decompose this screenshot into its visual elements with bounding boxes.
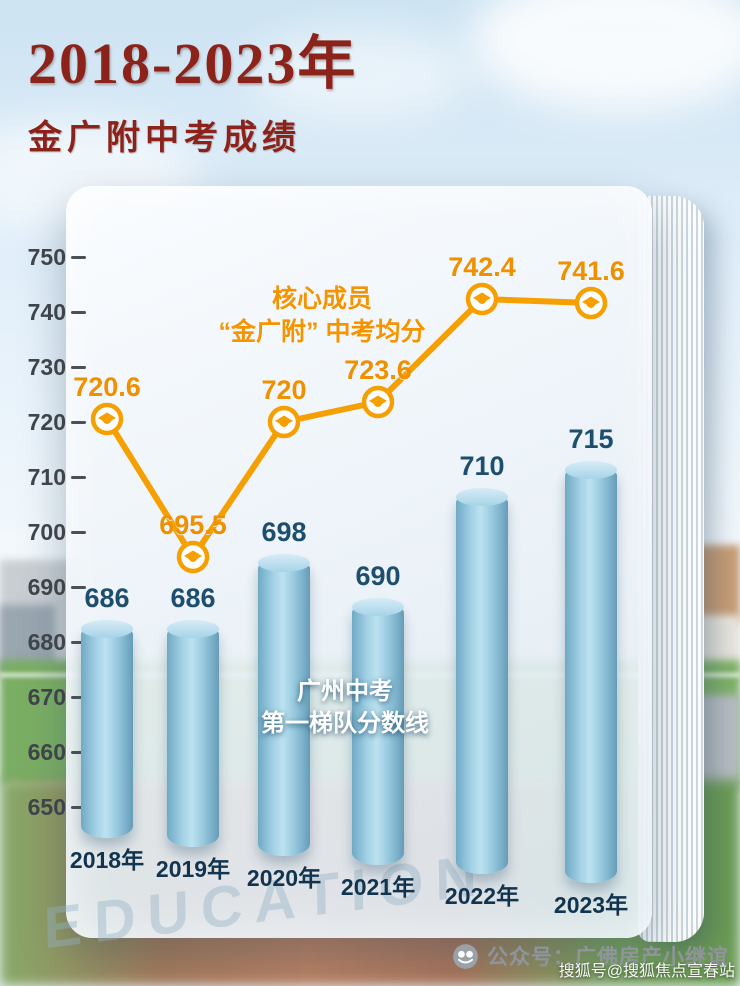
- bar-cap: [565, 460, 617, 479]
- bar-cap: [167, 620, 219, 638]
- graduation-cap-icon: [465, 282, 499, 316]
- graduation-cap-icon: [574, 286, 608, 320]
- y-tick: 720: [0, 408, 86, 436]
- y-tick-mark: [71, 420, 86, 424]
- bar-annotation-line1: 广州中考: [297, 678, 393, 705]
- y-tick: 660: [0, 738, 86, 766]
- bar-cap: [456, 488, 508, 506]
- y-tick-mark: [71, 585, 86, 589]
- bar-annotation-line2: 第一梯队分数线: [261, 709, 429, 737]
- y-tick-mark: [71, 530, 86, 534]
- bar-value-label: 686: [170, 583, 216, 613]
- x-axis-label: 2022年: [444, 883, 520, 909]
- y-tick-label: 650: [27, 793, 66, 820]
- y-tick-mark: [71, 365, 86, 369]
- y-tick-label: 710: [27, 463, 66, 490]
- y-tick-mark: [71, 750, 86, 754]
- x-axis-label: 2020年: [246, 865, 322, 891]
- y-tick-mark: [71, 805, 86, 809]
- x-axis-label: 2019年: [155, 856, 231, 882]
- y-tick-label: 720: [27, 408, 66, 435]
- bar-value-label: 690: [355, 561, 401, 591]
- y-tick: 730: [0, 353, 86, 381]
- y-tick-mark: [71, 310, 86, 314]
- bar: [167, 620, 219, 847]
- y-tick-label: 750: [27, 243, 66, 270]
- line-value-label: 695.5: [159, 510, 227, 540]
- y-tick: 650: [0, 793, 86, 821]
- bar-value-label: 710: [459, 451, 505, 481]
- line-value-label: 742.4: [448, 252, 516, 282]
- y-tick-mark: [71, 640, 86, 644]
- bar: [352, 598, 404, 865]
- y-tick-mark: [71, 255, 86, 259]
- y-tick-label: 670: [27, 683, 66, 710]
- page-title: 2018-2023年: [28, 31, 358, 96]
- bar: [81, 620, 133, 838]
- graduation-cap-icon: [176, 540, 210, 574]
- y-tick-label: 680: [27, 628, 66, 655]
- bar-cap: [352, 598, 404, 616]
- x-axis-label: 2021年: [340, 874, 416, 900]
- account-name: 公众号：广佛房产小继谊: [487, 946, 729, 969]
- line-annotation-line1: 核心成员: [271, 285, 372, 313]
- graduation-cap-icon: [267, 405, 301, 439]
- bar-cap: [258, 554, 310, 572]
- y-tick: 680: [0, 628, 86, 656]
- footer: 公众号：广佛房产小继谊: [452, 941, 729, 971]
- y-tick-label: 700: [27, 518, 66, 545]
- line-value-label: 720.6: [73, 372, 141, 402]
- y-tick: 750: [0, 243, 86, 271]
- y-tick-label: 740: [27, 298, 66, 325]
- y-tick-label: 660: [27, 738, 66, 765]
- bar-value-label: 715: [568, 423, 614, 454]
- y-tick: 690: [0, 573, 86, 601]
- x-axis-label: 2018年: [69, 847, 145, 873]
- graduation-cap-icon: [361, 385, 395, 419]
- bar-cap: [81, 620, 133, 638]
- line-value-label: 723.6: [344, 355, 412, 385]
- bar: [258, 554, 310, 856]
- x-axis-label: 2023年: [553, 892, 629, 918]
- graduation-cap-icon: [90, 402, 124, 436]
- line-value-label: 720: [261, 375, 307, 405]
- y-tick-mark: [71, 695, 86, 699]
- y-tick: 710: [0, 463, 86, 491]
- bar: [565, 460, 617, 883]
- y-tick-mark: [71, 475, 86, 479]
- bar: [456, 488, 508, 874]
- y-tick-label: 730: [27, 353, 66, 380]
- sohu-watermark: 搜狐号@搜狐焦点宣春站: [558, 963, 735, 980]
- line-annotation-line2: “金广附” 中考均分: [218, 318, 426, 346]
- y-tick: 740: [0, 298, 86, 326]
- bar-value-label: 686: [84, 583, 130, 613]
- y-tick: 700: [0, 518, 86, 546]
- y-tick-label: 690: [27, 573, 66, 600]
- cloud: [250, 30, 470, 120]
- y-tick: 670: [0, 683, 86, 711]
- line-series-annotation: 核心成员 “金广附” 中考均分: [202, 283, 442, 349]
- page-subtitle: 金广附中考成绩: [28, 120, 301, 157]
- wechat-account-icon: [452, 943, 479, 970]
- line-value-label: 741.6: [557, 256, 625, 286]
- bar-value-label: 698: [261, 517, 307, 547]
- bar-series-annotation: 广州中考 第一梯队分数线: [243, 676, 447, 739]
